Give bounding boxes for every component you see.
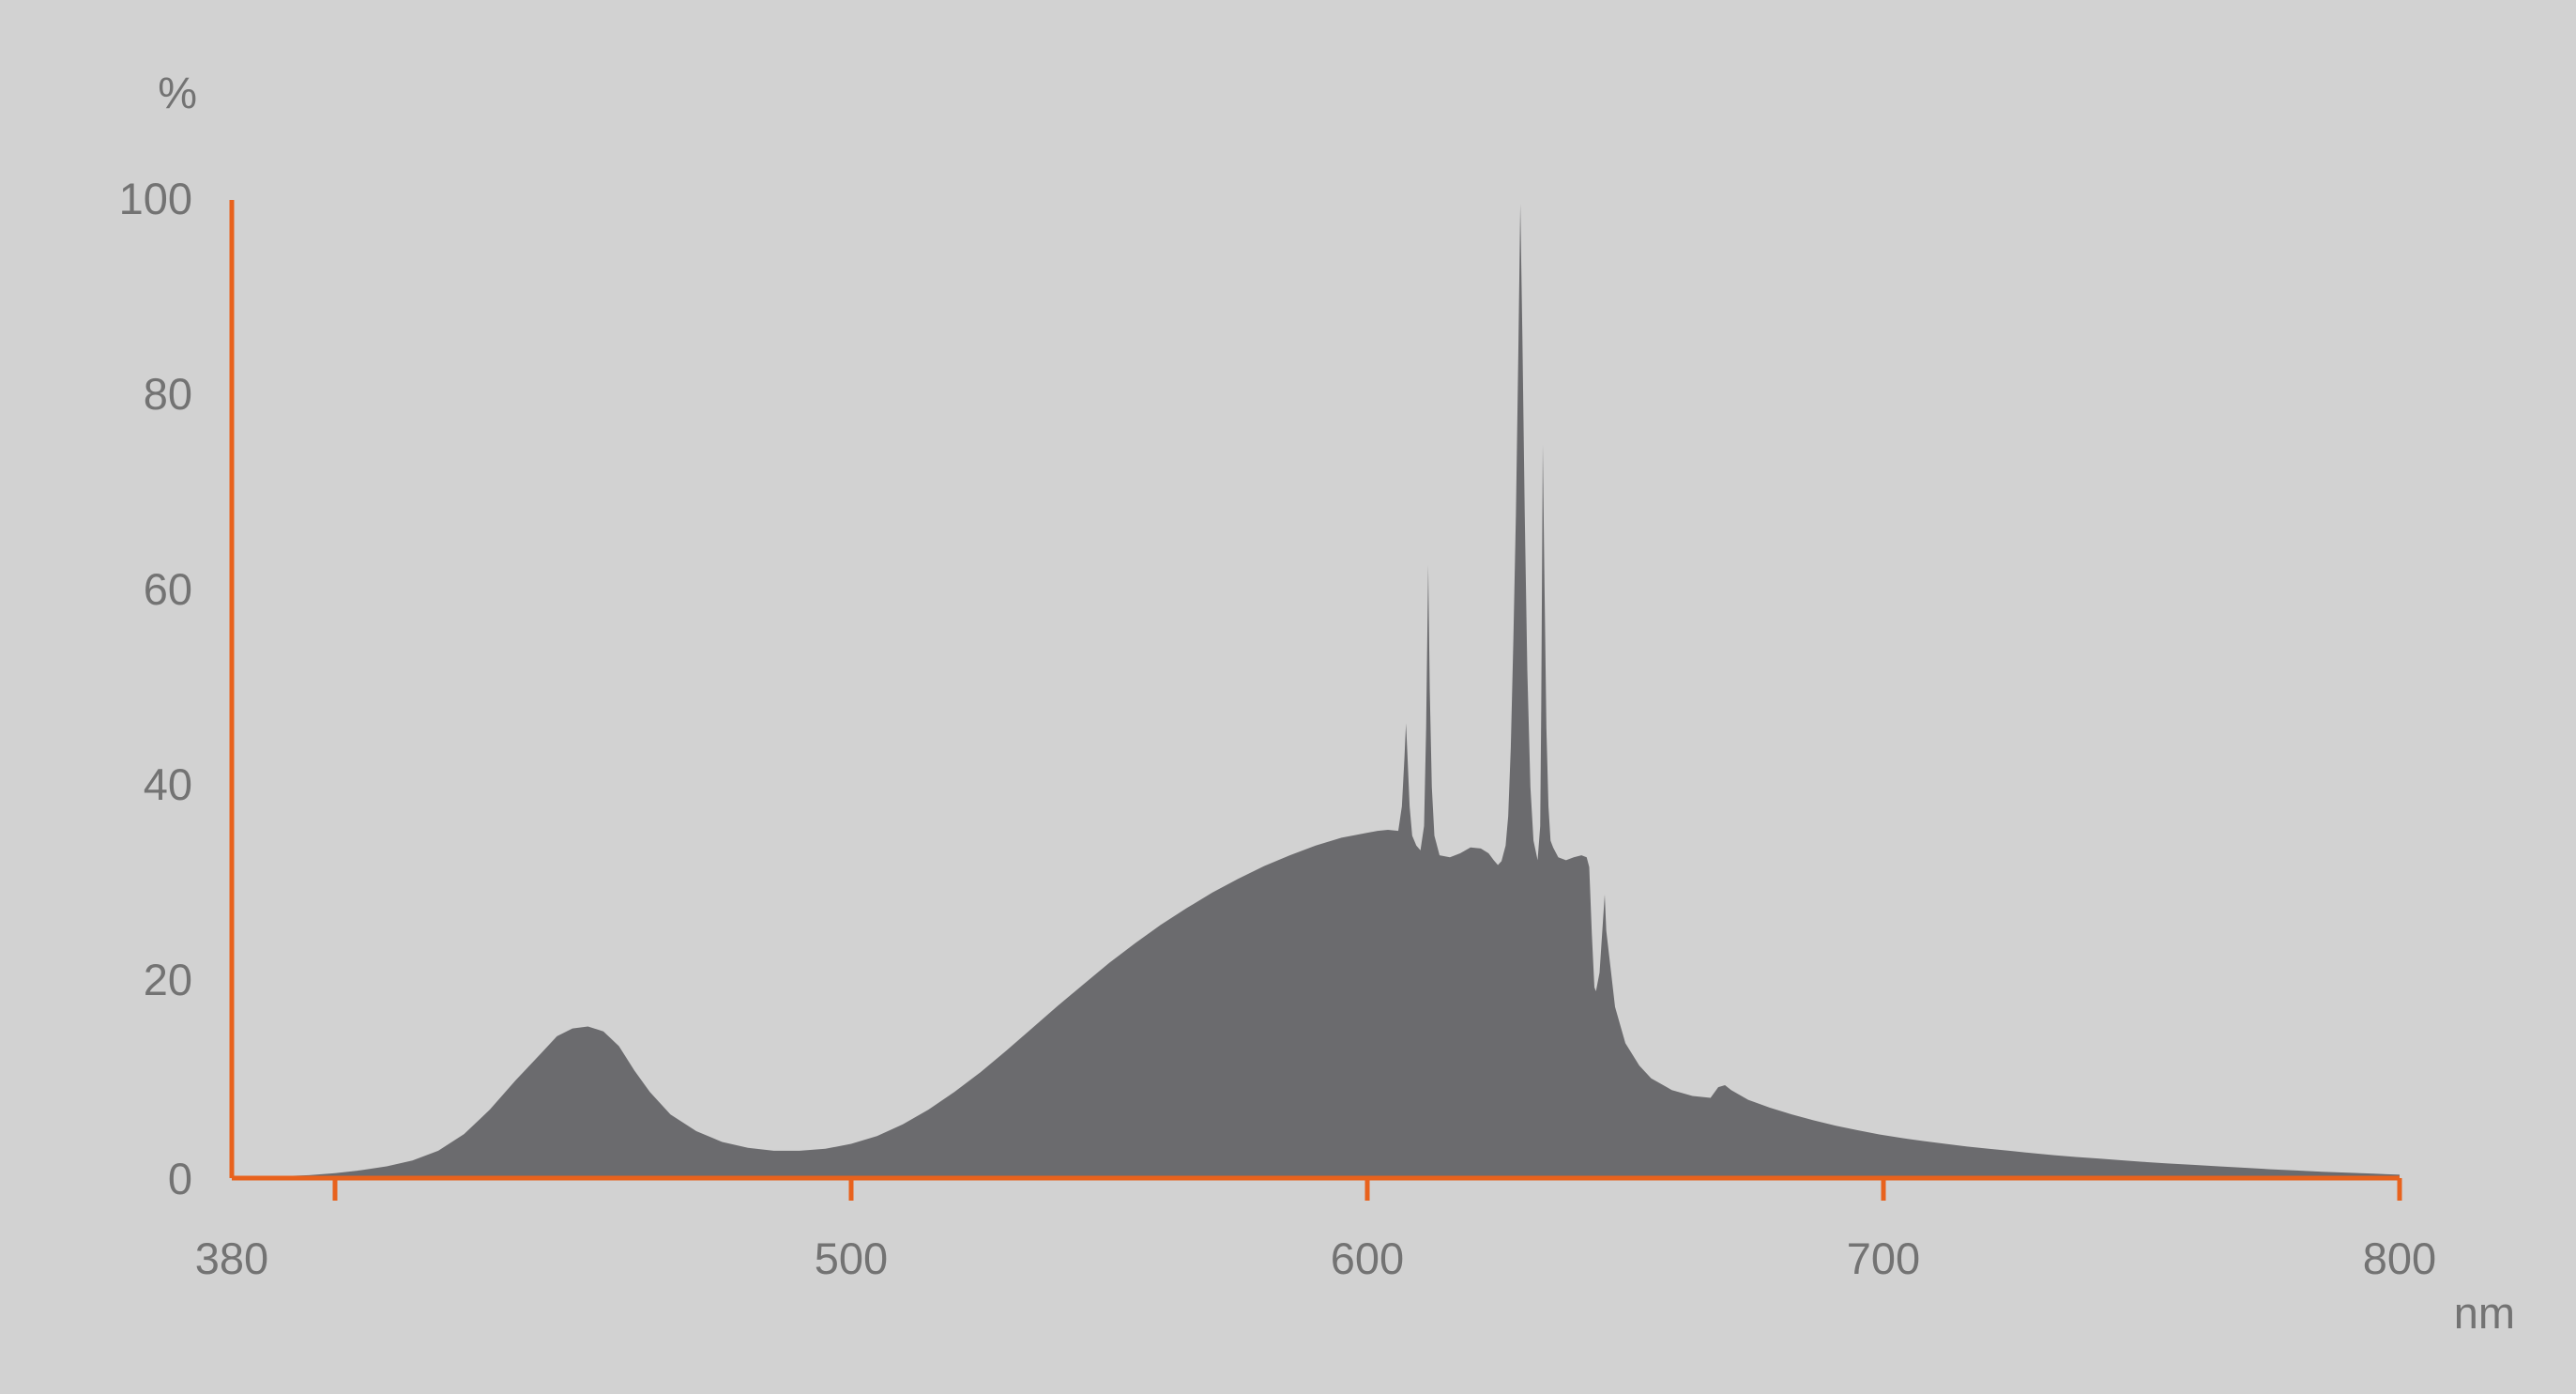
svg-text:60: 60 <box>144 564 192 614</box>
svg-text:380: 380 <box>195 1233 268 1283</box>
svg-text:500: 500 <box>815 1233 888 1283</box>
svg-text:80: 80 <box>144 369 192 419</box>
svg-text:700: 700 <box>1847 1233 1920 1283</box>
svg-text:20: 20 <box>144 955 192 1004</box>
svg-text:%: % <box>158 68 197 117</box>
svg-text:40: 40 <box>144 759 192 809</box>
svg-text:100: 100 <box>119 174 192 223</box>
svg-text:nm: nm <box>2454 1288 2515 1338</box>
svg-text:0: 0 <box>168 1154 192 1203</box>
svg-text:800: 800 <box>2363 1233 2436 1283</box>
svg-text:600: 600 <box>1331 1233 1404 1283</box>
